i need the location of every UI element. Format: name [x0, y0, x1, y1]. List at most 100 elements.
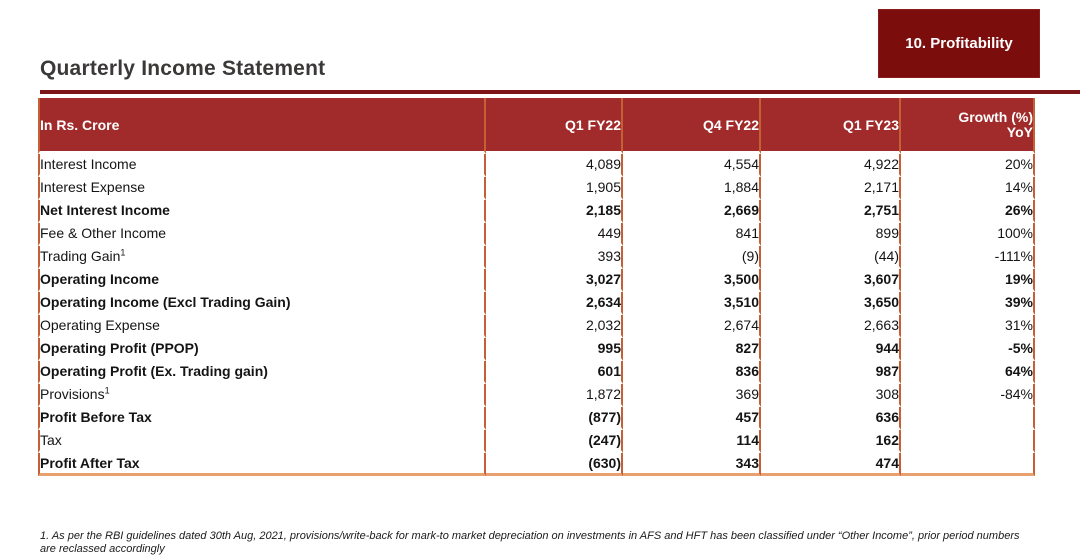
cell-value: -111%: [901, 246, 1035, 269]
table-row: Tax (247) 114 162: [38, 430, 1035, 453]
cell-value: 31%: [901, 315, 1035, 338]
cell-value: 3,500: [623, 269, 761, 292]
row-label: Net Interest Income: [38, 200, 486, 223]
table-row: Profit Before Tax (877) 457 636: [38, 407, 1035, 430]
cell-value: 457: [623, 407, 761, 430]
cell-value: [901, 430, 1035, 453]
header-growth-line1: Growth (%): [958, 108, 1033, 125]
cell-value: 308: [761, 384, 901, 407]
cell-value: 1,872: [486, 384, 623, 407]
cell-value: 841: [623, 223, 761, 246]
header-growth-yoy: Growth (%) YoY: [901, 98, 1035, 154]
cell-value: 14%: [901, 177, 1035, 200]
cell-value: 2,032: [486, 315, 623, 338]
cell-value: 2,634: [486, 292, 623, 315]
row-label: Operating Expense: [38, 315, 486, 338]
cell-value: 4,922: [761, 154, 901, 177]
cell-value: 343: [623, 453, 761, 476]
cell-value: (247): [486, 430, 623, 453]
row-label: Interest Expense: [38, 177, 486, 200]
cell-value: 995: [486, 338, 623, 361]
row-label: Interest Income: [38, 154, 486, 177]
cell-value: (630): [486, 453, 623, 476]
profitability-badge: 10. Profitability: [878, 9, 1040, 78]
cell-value: 944: [761, 338, 901, 361]
cell-value: 2,674: [623, 315, 761, 338]
cell-value: 369: [623, 384, 761, 407]
row-label: Profit After Tax: [38, 453, 486, 476]
table-row: Operating Profit (PPOP) 995 827 944 -5%: [38, 338, 1035, 361]
income-statement-table: In Rs. Crore Q1 FY22 Q4 FY22 Q1 FY23 Gro…: [38, 98, 1035, 476]
cell-value: 100%: [901, 223, 1035, 246]
footnote: 1. As per the RBI guidelines dated 30th …: [40, 530, 1020, 555]
cell-value: [901, 407, 1035, 430]
cell-value: 4,554: [623, 154, 761, 177]
footnote-marker: 1: [104, 385, 110, 396]
cell-value: 26%: [901, 200, 1035, 223]
cell-value: 2,751: [761, 200, 901, 223]
cell-value: 3,650: [761, 292, 901, 315]
header-growth-line2: YoY: [1006, 123, 1033, 140]
cell-value: 20%: [901, 154, 1035, 177]
cell-value: 64%: [901, 361, 1035, 384]
cell-value: 899: [761, 223, 901, 246]
header-q4-fy22: Q4 FY22: [623, 98, 761, 154]
title-divider: [40, 90, 1080, 94]
row-label: Provisions1: [38, 384, 486, 407]
row-label: Profit Before Tax: [38, 407, 486, 430]
cell-value: 19%: [901, 269, 1035, 292]
table-row: Operating Expense 2,032 2,674 2,663 31%: [38, 315, 1035, 338]
row-label: Operating Income (Excl Trading Gain): [38, 292, 486, 315]
cell-value: 114: [623, 430, 761, 453]
page-title: Quarterly Income Statement: [40, 57, 326, 80]
row-label: Operating Income: [38, 269, 486, 292]
table-row: Operating Profit (Ex. Trading gain) 601 83…: [38, 361, 1035, 384]
cell-value: 601: [486, 361, 623, 384]
badge-label: 10. Profitability: [905, 35, 1013, 52]
row-label: Tax: [38, 430, 486, 453]
cell-value: 3,607: [761, 269, 901, 292]
cell-value: 39%: [901, 292, 1035, 315]
table-row: Interest Expense 1,905 1,884 2,171 14%: [38, 177, 1035, 200]
cell-value: 3,027: [486, 269, 623, 292]
row-label: Trading Gain1: [38, 246, 486, 269]
table-body: Interest Income 4,089 4,554 4,922 20% Interes…: [38, 154, 1035, 476]
row-label: Operating Profit (PPOP): [38, 338, 486, 361]
cell-value: 4,089: [486, 154, 623, 177]
cell-value: (9): [623, 246, 761, 269]
cell-value: (877): [486, 407, 623, 430]
table-row: Fee & Other Income 449 841 899 100%: [38, 223, 1035, 246]
cell-value: 836: [623, 361, 761, 384]
cell-value: 3,510: [623, 292, 761, 315]
table-row: Profit After Tax (630) 343 474: [38, 453, 1035, 476]
cell-value: 2,185: [486, 200, 623, 223]
header-q1-fy22: Q1 FY22: [486, 98, 623, 154]
table-row: Trading Gain1 393 (9) (44) -111%: [38, 246, 1035, 269]
cell-value: 2,663: [761, 315, 901, 338]
table-row: Net Interest Income 2,185 2,669 2,751 26%: [38, 200, 1035, 223]
row-label: Fee & Other Income: [38, 223, 486, 246]
cell-value: 162: [761, 430, 901, 453]
table-row: Operating Income 3,027 3,500 3,607 19%: [38, 269, 1035, 292]
footnote-marker: 1: [120, 247, 126, 258]
cell-value: 2,171: [761, 177, 901, 200]
cell-value: (44): [761, 246, 901, 269]
cell-value: 1,884: [623, 177, 761, 200]
cell-value: 2,669: [623, 200, 761, 223]
cell-value: 1,905: [486, 177, 623, 200]
cell-value: -84%: [901, 384, 1035, 407]
cell-value: -5%: [901, 338, 1035, 361]
cell-value: 449: [486, 223, 623, 246]
table-row: Operating Income (Excl Trading Gain) 2,63…: [38, 292, 1035, 315]
table-row: Provisions1 1,872 369 308 -84%: [38, 384, 1035, 407]
cell-value: 393: [486, 246, 623, 269]
row-label: Operating Profit (Ex. Trading gain): [38, 361, 486, 384]
cell-value: 827: [623, 338, 761, 361]
cell-value: [901, 453, 1035, 476]
table-header: In Rs. Crore Q1 FY22 Q4 FY22 Q1 FY23 Gro…: [38, 98, 1035, 154]
cell-value: 636: [761, 407, 901, 430]
header-row: In Rs. Crore Q1 FY22 Q4 FY22 Q1 FY23 Gro…: [38, 98, 1035, 154]
header-in-rs-crore: In Rs. Crore: [38, 98, 486, 154]
cell-value: 474: [761, 453, 901, 476]
